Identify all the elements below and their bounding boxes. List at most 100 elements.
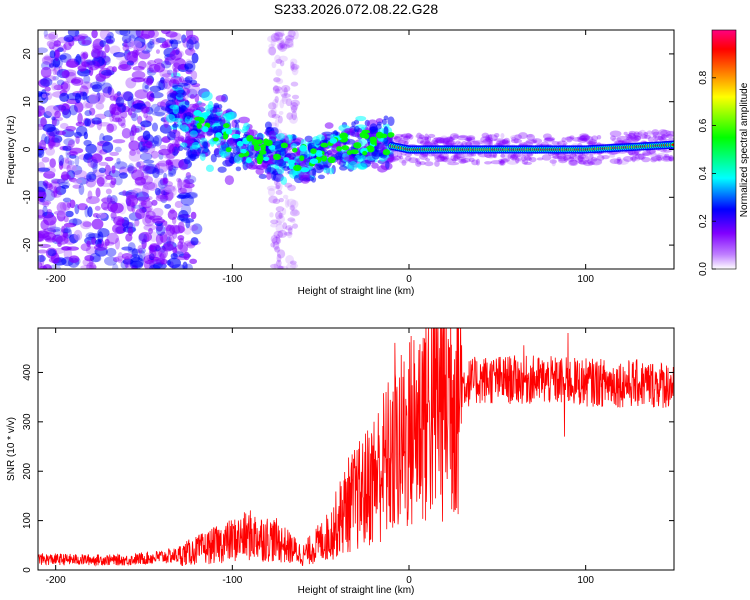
spectrogram-blob bbox=[57, 209, 67, 218]
spectrogram-blob bbox=[304, 135, 313, 143]
spectrogram-blob bbox=[59, 122, 69, 130]
spectrogram-blob bbox=[38, 190, 47, 199]
spectrogram-blob bbox=[145, 141, 153, 149]
spectrogram-blob bbox=[648, 149, 656, 154]
spectrogram-blob bbox=[289, 205, 296, 211]
spectrogram-blob bbox=[67, 160, 75, 166]
spectrogram-blob bbox=[116, 91, 122, 97]
spectrogram-blob bbox=[273, 262, 281, 269]
spectrogram-blob bbox=[189, 94, 196, 100]
spectrogram-blob bbox=[140, 120, 152, 128]
spectrogram-blob bbox=[276, 253, 282, 263]
spectrogram-blob bbox=[578, 160, 587, 165]
spectrogram-blob bbox=[134, 218, 140, 227]
snr-x-axis-label: Height of straight line (km) bbox=[298, 585, 415, 596]
spectrogram-blob bbox=[513, 138, 519, 144]
spectrogram-blob bbox=[201, 126, 209, 133]
spectrogram-blob bbox=[283, 231, 293, 236]
spectrogram-blob bbox=[175, 89, 187, 98]
spectrogram-blob bbox=[143, 159, 155, 164]
spectrogram-blob bbox=[114, 226, 125, 234]
spectrogram-blob bbox=[66, 202, 72, 209]
spectrogram-blob bbox=[52, 43, 63, 52]
spectrogram-blob bbox=[58, 181, 71, 188]
spectrogram-blob bbox=[119, 172, 128, 179]
snr-panel: -200 -100 0 100 0 100 200 300 400 Height of str… bbox=[6, 327, 675, 596]
spectrogram-blob bbox=[633, 131, 640, 138]
spectrogram-blob bbox=[140, 175, 154, 185]
spectrogram-blob bbox=[152, 207, 164, 218]
spectrogram-blob bbox=[317, 174, 325, 180]
spectrogram-blob bbox=[78, 183, 85, 196]
spectrogram-blob bbox=[59, 92, 70, 103]
spectrogram-blob bbox=[433, 137, 442, 141]
spectrogram-blob bbox=[184, 157, 191, 165]
spectrogram-blob bbox=[165, 189, 174, 202]
spectrogram-blob bbox=[424, 136, 429, 142]
spectrogram-blob bbox=[123, 39, 128, 48]
spectrogram-blob bbox=[207, 100, 214, 111]
spectrogram-blob bbox=[187, 153, 200, 160]
spectrogram-blob bbox=[578, 135, 586, 141]
spectrogram-blob bbox=[280, 176, 288, 185]
spectrogram-blob bbox=[639, 134, 648, 140]
spectrogram-blob bbox=[501, 138, 509, 144]
spectrogram-blob bbox=[77, 112, 83, 125]
spectrogram-blob bbox=[557, 142, 562, 146]
spectrogram-blob bbox=[167, 92, 177, 102]
spectrogram-blob bbox=[52, 57, 61, 68]
spectrogram-blob bbox=[274, 88, 281, 94]
spectrogram-blob bbox=[568, 156, 575, 160]
spectrogram-blob bbox=[425, 158, 431, 162]
spectrogram-blob bbox=[289, 43, 294, 48]
spectrogram-blob bbox=[219, 140, 225, 146]
spectrogram-blob bbox=[155, 49, 161, 54]
spectrogram-blob bbox=[272, 85, 282, 92]
spectrogram-blob bbox=[543, 138, 555, 143]
spectrogram-blob bbox=[320, 142, 329, 148]
spectrogram-blob bbox=[43, 30, 48, 37]
spectrogram-blob bbox=[186, 39, 194, 50]
spectrogram-blob bbox=[159, 144, 168, 150]
spectrogram-blob bbox=[577, 156, 584, 162]
spectrogram-blob bbox=[41, 55, 53, 66]
spectrogram-blob bbox=[49, 140, 56, 149]
spectrogram-blob bbox=[440, 156, 449, 162]
spectrogram-blob bbox=[59, 54, 67, 60]
y-tick-label: -20 bbox=[22, 237, 33, 252]
spectrogram-blob bbox=[54, 110, 61, 119]
spectrogram-blob bbox=[275, 182, 281, 190]
spectrogram-blob bbox=[452, 157, 457, 163]
spectrogram-blob bbox=[145, 205, 153, 213]
spectrogram-blob bbox=[514, 156, 520, 164]
spectrogram-blob bbox=[160, 234, 173, 245]
spectrogram-blob bbox=[492, 152, 498, 159]
spectrogram-blob bbox=[167, 257, 182, 269]
spectrogram-blob bbox=[659, 134, 669, 139]
spectrogram-blob bbox=[324, 122, 334, 129]
spectrogram-blob bbox=[64, 158, 70, 164]
spectrogram-blob bbox=[642, 150, 651, 157]
spectrogram-blob bbox=[645, 131, 656, 135]
spectrogram-blob bbox=[183, 178, 195, 184]
spectrogram-blob bbox=[62, 201, 71, 211]
spectrogram-blob bbox=[514, 134, 522, 140]
spectrogram-blob bbox=[289, 199, 299, 209]
spectrogram-blob bbox=[184, 175, 197, 184]
spectrogram-blob bbox=[348, 161, 358, 171]
spectrogram-blob bbox=[544, 137, 555, 141]
spectrogram-blob bbox=[275, 32, 285, 37]
spectrogram-blob bbox=[274, 30, 285, 38]
spectrogram-blob bbox=[416, 132, 422, 139]
spectrogram-blob bbox=[65, 60, 79, 68]
spectrogram-blob bbox=[81, 81, 93, 90]
spectrogram-blob bbox=[68, 150, 78, 156]
spectrogram-blob bbox=[193, 110, 202, 117]
spectrogram-blob bbox=[292, 30, 299, 40]
spectrogram-blob bbox=[132, 187, 142, 194]
spectrogram-blob bbox=[137, 247, 146, 254]
colorbar-tick-label: 0.8 bbox=[698, 70, 709, 84]
spectrogram-blob bbox=[275, 68, 283, 77]
spectrogram-blob bbox=[341, 145, 350, 151]
spectrogram-blob bbox=[86, 240, 91, 248]
